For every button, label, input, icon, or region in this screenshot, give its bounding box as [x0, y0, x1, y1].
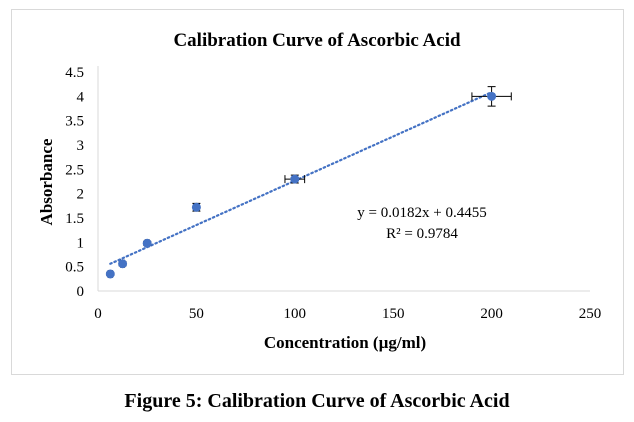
y-tick-label: 1.5 — [65, 211, 84, 227]
data-point — [142, 238, 152, 248]
x-tick-label: 250 — [579, 306, 602, 322]
y-tick-label: 3.5 — [65, 114, 84, 130]
trendline-equation: y = 0.0182x + 0.4455 — [357, 205, 486, 221]
data-point — [290, 174, 300, 184]
chart-frame — [11, 9, 624, 375]
trendline — [109, 91, 493, 265]
data-point — [118, 259, 128, 269]
x-tick-label: 0 — [94, 306, 102, 322]
y-tick-label: 1 — [77, 235, 85, 251]
x-tick-label: 50 — [189, 306, 204, 322]
y-tick-label: 3 — [77, 138, 85, 154]
y-tick-label: 0 — [77, 284, 85, 300]
y-tick-label: 2.5 — [65, 162, 84, 178]
data-point — [487, 91, 497, 101]
calibration-chart: Calibration Curve of Ascorbic Acid Conce… — [37, 30, 602, 352]
r-squared: R² = 0.9784 — [386, 226, 458, 242]
x-tick-label: 150 — [382, 306, 405, 322]
y-tick-label: 4.5 — [65, 65, 84, 81]
y-tick-label: 2 — [77, 187, 85, 203]
y-tick-label: 4 — [77, 89, 85, 105]
data-point — [105, 269, 115, 279]
data-point — [191, 202, 201, 212]
figure-caption: Figure 5: Calibration Curve of Ascorbic … — [124, 390, 510, 412]
x-tick-label: 100 — [284, 306, 307, 322]
x-tick-label: 200 — [480, 306, 503, 322]
x-axis-label: Concentration (µg/ml) — [264, 333, 426, 352]
y-tick-label: 0.5 — [65, 260, 84, 276]
y-axis-label: Absorbance — [37, 138, 56, 225]
chart-title: Calibration Curve of Ascorbic Acid — [173, 30, 461, 51]
